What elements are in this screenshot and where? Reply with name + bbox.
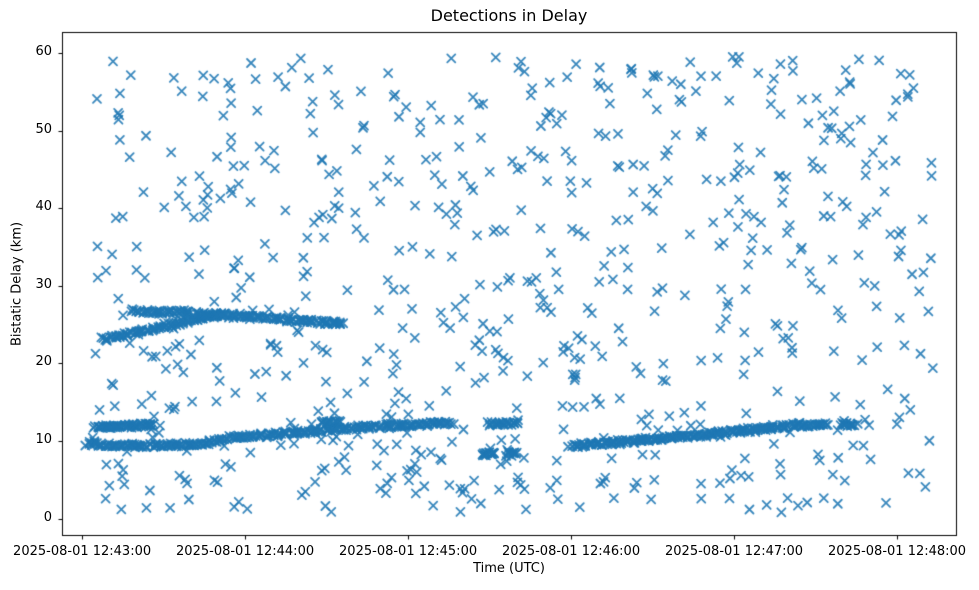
y-tick-label: 60: [35, 43, 52, 59]
y-tick-label: 0: [43, 509, 52, 525]
y-tick-label: 20: [35, 354, 52, 370]
x-tick-label: 2025-08-01 12:45:00: [339, 544, 478, 559]
x-axis-label: Time (UTC): [473, 561, 545, 576]
y-tick-label: 30: [35, 276, 52, 292]
y-tick-label: 50: [35, 121, 52, 137]
y-tick-label: 10: [35, 432, 52, 448]
chart-title: Detections in Delay: [430, 6, 588, 25]
x-tick-label: 2025-08-01 12:48:00: [828, 544, 967, 559]
x-tick-label: 2025-08-01 12:46:00: [502, 544, 641, 559]
x-tick-label: 2025-08-01 12:44:00: [176, 544, 315, 559]
x-tick-label: 2025-08-01 12:47:00: [665, 544, 804, 559]
y-tick-label: 40: [35, 199, 52, 215]
x-tick-label: 2025-08-01 12:43:00: [13, 544, 152, 559]
